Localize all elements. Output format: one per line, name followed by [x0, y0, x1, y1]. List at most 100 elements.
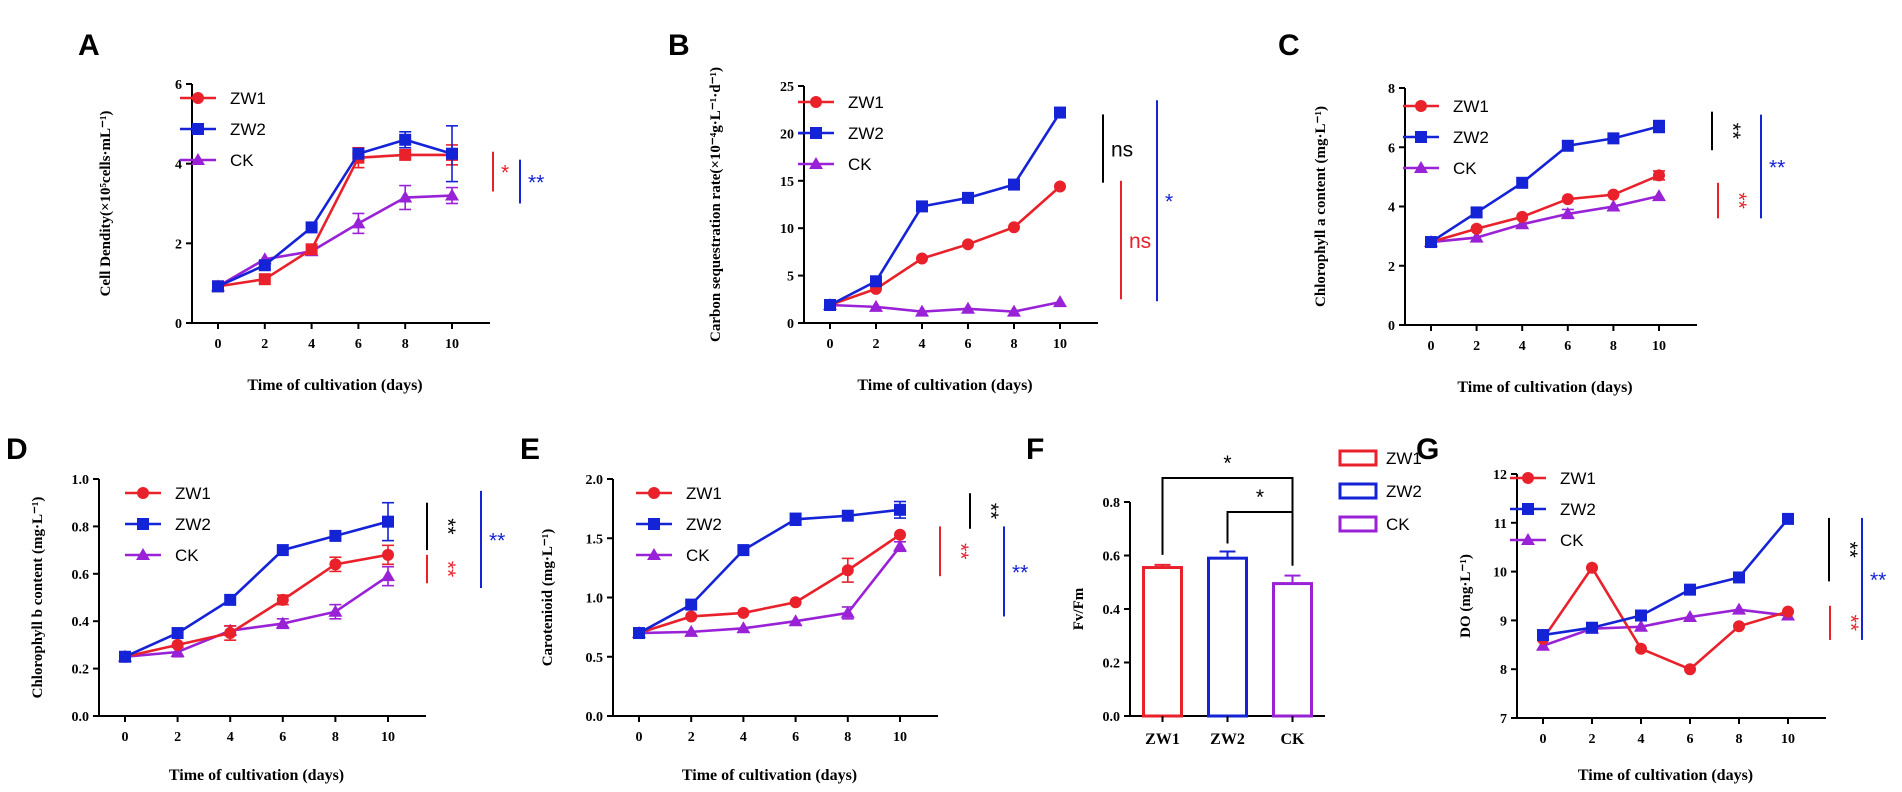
data-point: [1053, 295, 1067, 308]
x-tick-label: 2: [1473, 339, 1480, 354]
data-point: [329, 529, 342, 542]
legend-marker: [1415, 100, 1427, 112]
series-zw2: [1425, 119, 1665, 249]
series-ck: [632, 539, 907, 639]
data-point: [1653, 120, 1665, 133]
significance-label: **: [436, 561, 459, 577]
data-point: [1561, 139, 1574, 152]
x-tick-label: 0: [636, 730, 643, 745]
y-tick-label: 0: [787, 317, 794, 332]
y-tick-label: 1.0: [72, 473, 90, 488]
legend-label: ZW1: [175, 484, 211, 503]
significance-label: **: [1839, 615, 1862, 631]
legend-label: ZW1: [686, 484, 722, 503]
data-point: [1652, 189, 1666, 202]
panel-e: E 0.0 0.5 1.0 1.5 2.0 Carotenioid (mg·L⁻¹) 0 2 4 6…: [520, 433, 1028, 784]
data-point: [305, 221, 318, 234]
data-point: [351, 216, 366, 229]
significance-label: *: [1165, 191, 1173, 214]
data-point: [841, 509, 854, 522]
data-point: [399, 148, 412, 161]
series-zw2: [1537, 512, 1794, 642]
significance-label: **: [979, 503, 1002, 519]
series-ck: [1536, 602, 1795, 651]
y-tick-label: 8: [1388, 82, 1395, 97]
data-point: [1008, 221, 1020, 234]
significance-label: **: [949, 543, 972, 559]
y-tick-label: 0: [1388, 319, 1395, 334]
data-point: [382, 548, 394, 561]
data-point: [1635, 642, 1647, 655]
x-tick-label: 8: [1610, 339, 1617, 354]
series-zw1: [633, 528, 906, 640]
data-point: [1606, 199, 1621, 212]
y-axis-label: Fv/Fm: [1071, 587, 1087, 630]
x-tick-label: 10: [1652, 339, 1666, 354]
data-point: [788, 614, 803, 627]
panel-f: F 0.0 0.2 0.4 0.6 0.8 Fv/Fm ZW1 ZW2 CK * * ZW1 ZW2 CK: [1026, 433, 1422, 748]
legend-label: ZW1: [1386, 449, 1422, 468]
legend-label: ZW2: [686, 515, 722, 534]
series-line: [1430, 174, 1660, 244]
data-point: [870, 275, 882, 288]
y-tick-label: 0.0: [586, 710, 604, 725]
x-tick-label: 4: [1638, 732, 1645, 747]
x-tick-label: 10: [893, 730, 907, 745]
series-line: [217, 138, 453, 288]
series-line: [829, 111, 1062, 307]
data-point: [789, 596, 802, 609]
x-tick-label: 10: [445, 337, 459, 352]
series-zw2: [119, 501, 394, 663]
data-point: [1684, 663, 1696, 676]
data-point: [1634, 619, 1648, 632]
bar-ck: [1272, 582, 1313, 718]
x-tick-label: 6: [1564, 339, 1571, 354]
y-tick-label: 0: [175, 317, 182, 332]
y-tick-label: 0.5: [586, 651, 604, 666]
x-tick-label: 0: [122, 730, 129, 745]
significance-label: ns: [1111, 139, 1133, 162]
legend-swatch-zw2: [1338, 482, 1378, 500]
x-tick-label: 0: [827, 337, 834, 352]
series-line: [217, 153, 452, 288]
significance-label: *: [501, 162, 509, 185]
x-tick-label: 4: [308, 337, 315, 352]
data-point: [446, 147, 458, 160]
series-line: [1542, 518, 1789, 637]
data-point: [961, 301, 975, 314]
data-point: [276, 593, 289, 606]
y-tick-label: 10: [1493, 566, 1507, 581]
significance-label: **: [1838, 541, 1861, 557]
series-line: [124, 553, 389, 659]
data-point: [1732, 602, 1746, 615]
data-point: [1469, 230, 1484, 243]
data-point: [212, 280, 224, 293]
legend-label: CK: [175, 546, 199, 565]
data-point: [1516, 176, 1529, 189]
panel-letter: F: [1026, 433, 1044, 466]
series-line: [829, 300, 1061, 313]
legend-marker: [810, 96, 822, 108]
series-line: [638, 533, 901, 635]
legend-marker: [1414, 161, 1428, 173]
data-point: [1054, 106, 1066, 119]
legend-label: CK: [230, 151, 254, 170]
y-axis-label: Carbon sequestration rate(×10⁻⁴g·L⁻¹·d⁻¹…: [708, 67, 724, 342]
significance-star: *: [1223, 452, 1231, 475]
data-point: [789, 513, 802, 526]
significance-label: **: [1727, 192, 1750, 208]
data-point: [275, 616, 290, 629]
data-point: [399, 133, 412, 146]
x-tick-label: ZW2: [1210, 731, 1245, 748]
x-axis-label: Time of cultivation (days): [857, 377, 1032, 394]
data-point: [1560, 206, 1575, 219]
x-axis-label: Time of cultivation (days): [1457, 379, 1632, 396]
data-point: [962, 191, 974, 204]
legend-label: ZW1: [1453, 97, 1489, 116]
significance-label: **: [1012, 561, 1028, 584]
data-point: [962, 238, 974, 251]
legend-marker: [192, 123, 204, 135]
panel-letter: C: [1278, 29, 1300, 62]
legend-swatch-ck: [1338, 515, 1378, 533]
y-axis-label: Chlorophyll a content (mg·L⁻¹): [1313, 106, 1329, 307]
